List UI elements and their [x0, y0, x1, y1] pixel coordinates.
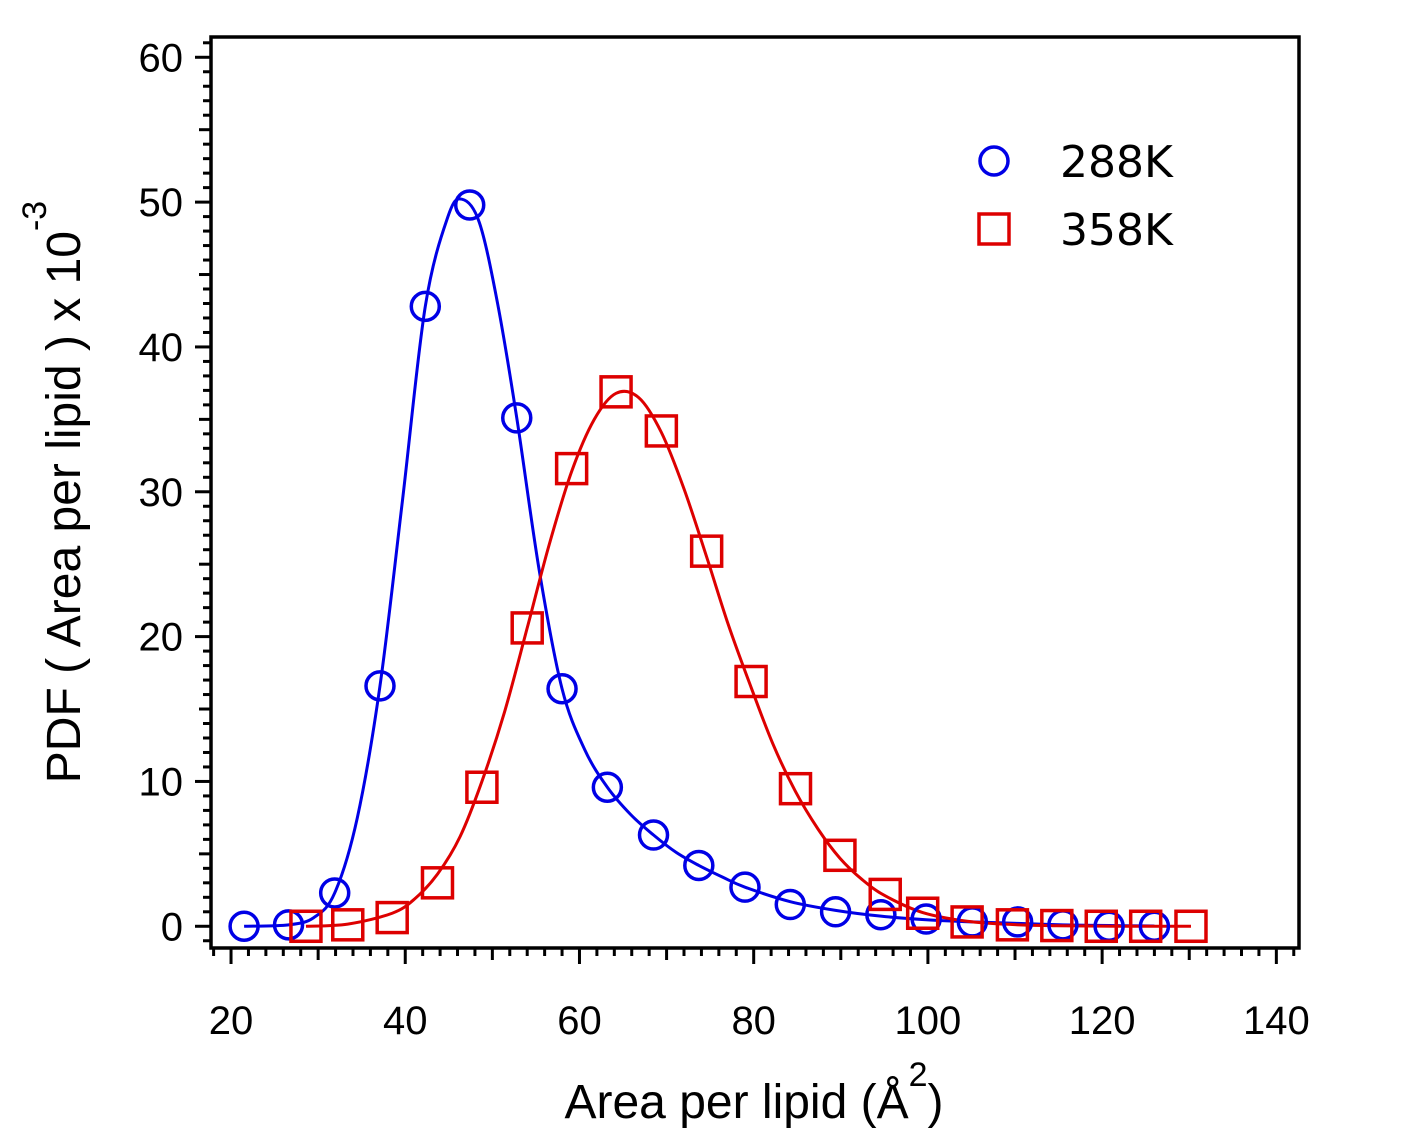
fit-curves — [244, 197, 1191, 928]
y-tick-label: 30 — [139, 471, 184, 515]
data-point-358k — [375, 900, 409, 935]
data-point-288k — [1001, 906, 1034, 938]
data-markers — [228, 189, 1208, 944]
x-axis-ticks: 20 40 60 80 100 120 140 — [209, 948, 1310, 1043]
data-point-358k — [823, 838, 857, 873]
data-point-358k — [465, 770, 499, 804]
data-point-288k — [501, 402, 533, 434]
data-point-288k — [409, 290, 442, 323]
data-point-358k — [554, 451, 589, 486]
data-point-358k — [1040, 908, 1074, 943]
data-point-358k — [905, 896, 940, 930]
data-point-288k — [364, 670, 396, 702]
y-tick-label: 20 — [139, 616, 184, 660]
x-tick-label: 40 — [383, 999, 428, 1043]
x-tick-label: 60 — [557, 999, 602, 1043]
data-point-288k — [729, 871, 761, 903]
y-axis-ticks: 0 10 20 30 40 50 60 — [139, 36, 211, 949]
y-axis-title: PDF ( Area per lipid ) x 10-3 — [16, 201, 91, 783]
data-point-358k — [331, 908, 365, 942]
data-point-288k — [591, 771, 624, 803]
fit-curve-288k — [244, 197, 1155, 928]
data-point-358k — [734, 664, 768, 699]
x-tick-label: 80 — [731, 999, 776, 1043]
data-point-358k — [868, 877, 902, 912]
legend-marker-288k — [978, 145, 1010, 177]
data-point-288k — [272, 909, 305, 941]
y-tick-label: 0 — [161, 905, 183, 949]
data-point-358k — [689, 534, 724, 568]
data-point-358k — [289, 909, 323, 944]
data-point-288k — [865, 898, 897, 931]
data-point-358k — [1128, 909, 1163, 944]
data-point-288k — [910, 903, 942, 935]
data-point-288k — [819, 896, 852, 928]
data-point-358k — [644, 414, 679, 448]
x-tick-label: 20 — [209, 999, 254, 1043]
y-tick-label: 40 — [139, 326, 184, 370]
data-point-288k — [228, 910, 260, 943]
legend-label-358k: 358K — [1060, 205, 1174, 256]
data-point-358k — [778, 771, 813, 806]
data-point-358k — [950, 905, 984, 939]
x-tick-label: 140 — [1243, 999, 1310, 1043]
plot-frame — [209, 35, 1301, 950]
legend-label-288k: 288K — [1060, 137, 1174, 188]
data-point-358k — [1084, 909, 1119, 944]
legend: 288K 358K — [977, 137, 1174, 256]
y-tick-label: 60 — [139, 36, 184, 80]
legend-marker-358k — [977, 212, 1011, 246]
data-point-288k — [453, 189, 486, 221]
data-point-288k — [637, 819, 670, 851]
data-point-358k — [995, 908, 1030, 942]
data-point-358k — [599, 375, 633, 409]
data-point-288k — [683, 849, 715, 882]
data-point-288k — [318, 877, 351, 909]
y-tick-label: 10 — [139, 760, 184, 804]
y-tick-label: 50 — [139, 181, 184, 225]
data-point-358k — [420, 866, 455, 900]
data-point-288k — [546, 672, 578, 705]
x-tick-label: 120 — [1069, 999, 1136, 1043]
x-tick-label: 100 — [895, 999, 962, 1043]
fit-curve-358k — [305, 389, 1191, 928]
data-point-358k — [510, 611, 544, 645]
x-axis-title: Area per lipid (Å2) — [564, 1056, 943, 1129]
data-point-358k — [1174, 909, 1208, 944]
data-point-288k — [774, 888, 807, 921]
